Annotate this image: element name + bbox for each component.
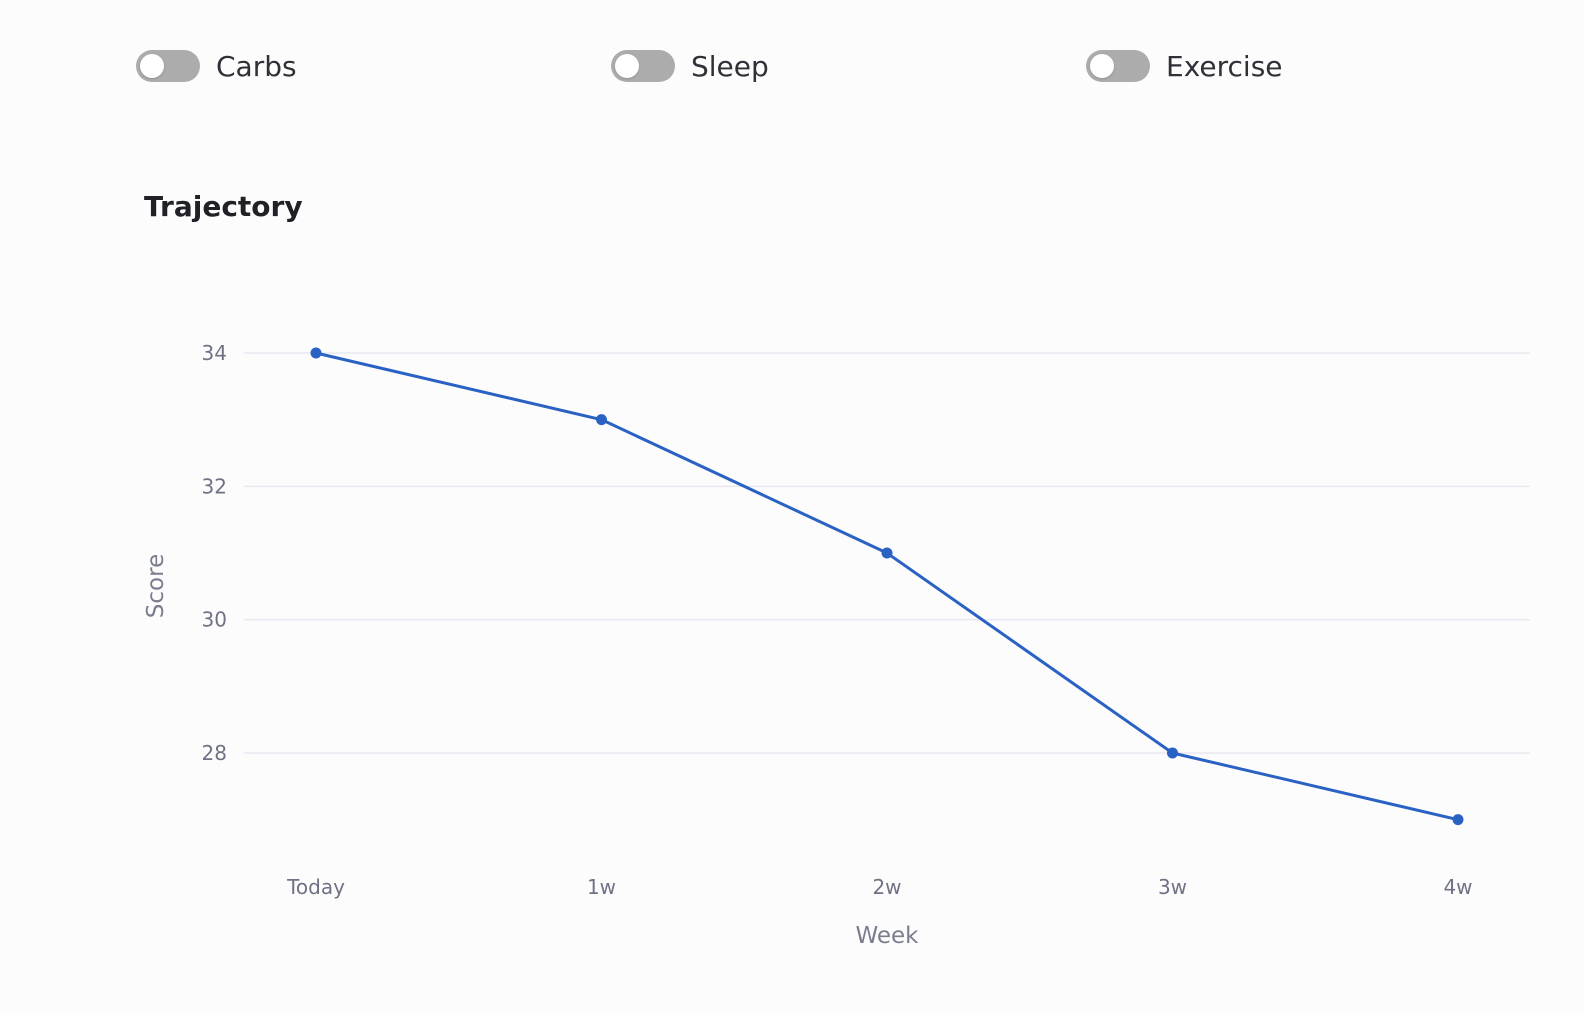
data-point <box>310 347 322 359</box>
data-point <box>1167 747 1178 759</box>
y-tick-label: 32 <box>202 474 227 498</box>
y-tick-label: 28 <box>202 741 227 765</box>
series-line <box>315 351 1459 822</box>
switch-knob <box>615 54 639 78</box>
x-tick-label: 3w <box>1158 875 1187 899</box>
x-tick-label: Today <box>286 875 345 899</box>
x-tick-label: 4w <box>1443 875 1472 899</box>
sleep-switch[interactable] <box>611 50 675 82</box>
exercise-toggle-label: Exercise <box>1166 49 1283 83</box>
grid-lines <box>244 352 1530 754</box>
data-point <box>1452 814 1464 826</box>
sleep-toggle-label: Sleep <box>691 49 769 83</box>
toggle-sleep[interactable]: Sleep <box>611 46 769 86</box>
y-axis-label: Score <box>143 554 169 618</box>
carbs-toggle-label: Carbs <box>216 49 297 83</box>
toggle-exercise[interactable]: Exercise <box>1086 46 1283 86</box>
data-point <box>881 547 893 559</box>
data-points <box>310 347 1464 826</box>
switch-knob <box>140 54 164 78</box>
x-axis-label: Week <box>855 923 919 949</box>
exercise-switch[interactable] <box>1086 50 1150 82</box>
y-tick-label: 34 <box>202 341 227 365</box>
switch-knob <box>1090 54 1114 78</box>
carbs-switch[interactable] <box>136 50 200 82</box>
toggle-carbs[interactable]: Carbs <box>136 46 297 86</box>
y-tick-labels: 28 30 32 34 <box>202 341 227 765</box>
y-tick-label: 30 <box>202 608 227 632</box>
x-tick-labels: Today 1w 2w 3w 4w <box>286 875 1472 899</box>
x-tick-label: 1w <box>587 875 616 899</box>
filter-toggles: Carbs Sleep Exercise <box>0 46 1584 86</box>
chart-title: Trajectory <box>144 190 303 223</box>
data-point <box>596 414 607 426</box>
x-tick-label: 2w <box>872 875 901 899</box>
